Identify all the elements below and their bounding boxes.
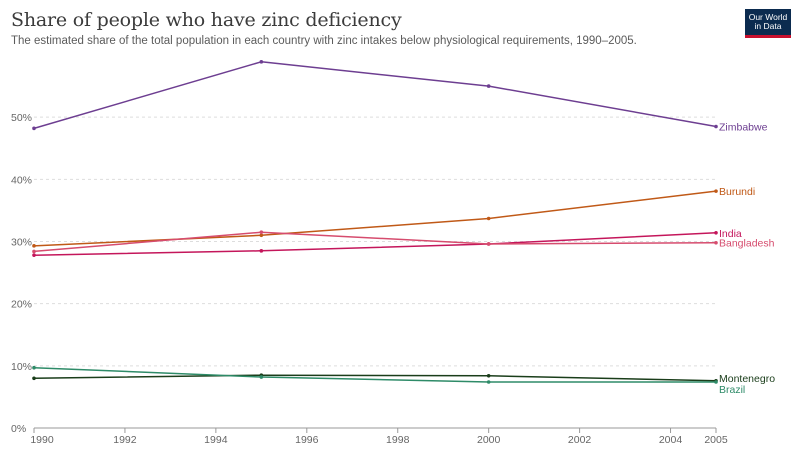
x-tick-label: 1996 [295,434,319,446]
chart-title: Share of people who have zinc deficiency [11,9,402,31]
data-point [259,233,264,238]
x-tick-label: 2004 [659,434,683,446]
y-tick-label: 10% [11,361,32,373]
data-point [714,240,718,245]
x-tick-label: 1990 [30,434,54,446]
y-tick-label: 30% [11,237,32,249]
owid-logo[interactable]: Our World in Data [745,9,791,38]
series-line [33,61,717,130]
y-tick-label: 0% [11,423,26,435]
x-tick-label: 1994 [204,434,228,446]
series-label: Zimbabwe [719,121,768,133]
series-points [32,60,718,384]
data-point [714,230,718,235]
series-label: Bangladesh [719,238,775,250]
series-label: Brazil [719,384,745,396]
data-point [714,124,718,129]
chart-subtitle: The estimated share of the total populat… [11,35,637,47]
x-tick-label: 2002 [568,434,592,446]
y-tick-label: 40% [11,174,32,186]
series-label: India [719,228,742,240]
logo-text-line1: Our World [748,11,788,22]
data-point [32,126,36,131]
data-point [259,375,264,379]
data-point [486,373,491,378]
x-tick-label: 2005 [704,434,728,446]
series-line [33,374,717,382]
series-line [33,231,717,253]
series-line [33,190,717,247]
y-tick-label: 50% [11,112,32,124]
data-point [486,84,491,88]
data-point [486,242,491,246]
y-tick-label: 20% [11,299,32,311]
series-label: Montenegro [719,373,775,385]
data-point [32,365,36,370]
x-tick-label: 1998 [386,434,410,446]
series-label: Burundi [719,186,755,198]
data-point [486,216,491,221]
data-point [32,244,36,248]
series-line [33,232,717,256]
series-line [33,366,716,383]
data-point [486,380,491,384]
y-axis-ticks: 0% 10% 20% 30% 40% 50% [11,112,32,435]
data-point [714,189,718,193]
data-point [259,60,264,64]
data-point [32,376,36,381]
data-point [259,249,264,253]
logo-text-line2: in Data [754,21,782,31]
x-axis: 1990 1992 1994 1996 1998 2000 2002 2004 2005 [30,427,728,446]
series-lines [33,61,717,383]
x-tick-label: 2000 [477,434,501,446]
data-point [32,253,36,257]
x-tick-label: 1992 [113,434,137,446]
data-point [259,230,264,234]
data-point [714,380,718,384]
data-point [32,249,36,254]
